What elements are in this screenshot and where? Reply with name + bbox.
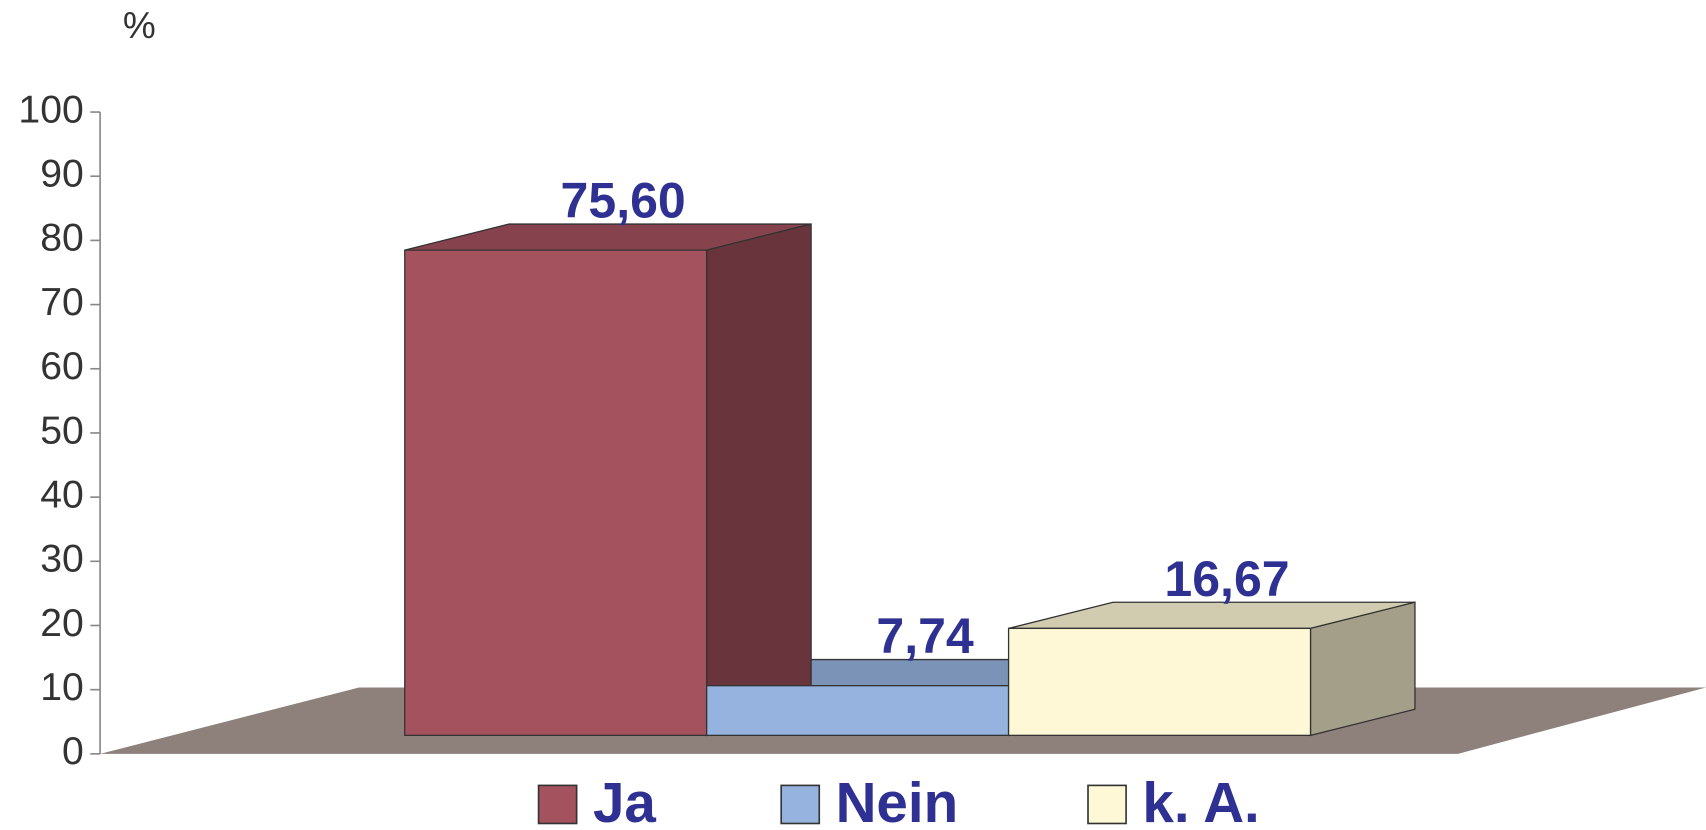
y-tick-label: 90 xyxy=(40,153,84,196)
y-tick-label: 20 xyxy=(40,602,84,645)
y-tick-label: 70 xyxy=(40,281,84,324)
value-label: 7,74 xyxy=(876,608,974,664)
y-tick-label: 10 xyxy=(40,666,84,709)
y-tick-label: 50 xyxy=(40,409,84,452)
y-tick-label: 40 xyxy=(40,473,84,516)
bar-side xyxy=(706,223,812,737)
legend-label: Nein xyxy=(836,771,959,830)
y-tick-label: 30 xyxy=(40,538,84,581)
y-tick-label: 80 xyxy=(40,217,84,260)
legend-label: Ja xyxy=(593,771,656,830)
y-tick-label: 0 xyxy=(62,730,84,773)
value-label: 16,67 xyxy=(1164,551,1289,607)
legend-swatch xyxy=(1087,784,1127,825)
y-axis-label: % xyxy=(123,5,156,46)
legend-swatch xyxy=(780,784,821,825)
y-tick-label: 60 xyxy=(40,345,84,388)
bar xyxy=(706,685,1010,737)
y-tick-label: 100 xyxy=(18,88,83,131)
legend-swatch xyxy=(537,784,578,825)
legend-label: k. A. xyxy=(1142,771,1259,830)
bar xyxy=(1007,627,1312,737)
bar xyxy=(404,249,708,737)
value-label: 75,60 xyxy=(561,173,686,229)
